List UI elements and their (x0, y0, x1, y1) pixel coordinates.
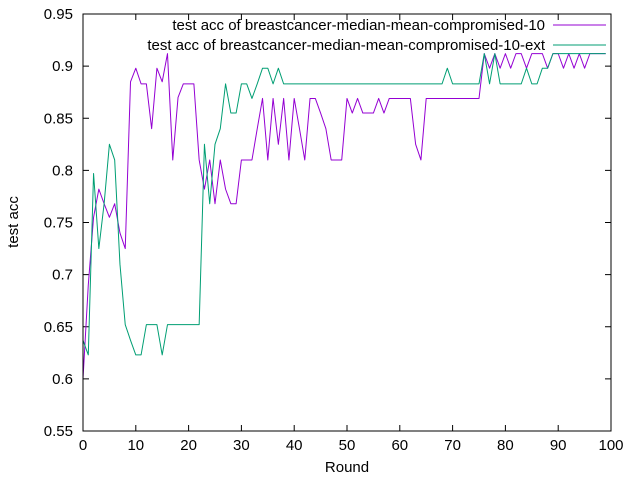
legend-label-1: test acc of breastcancer-median-mean-com… (172, 17, 545, 34)
x-tick-label: 50 (339, 437, 356, 454)
x-tick-label: 0 (79, 437, 87, 454)
x-tick-label: 40 (286, 437, 303, 454)
x-tick-label: 70 (444, 437, 461, 454)
x-tick-label: 10 (127, 437, 144, 454)
series-layer (82, 53, 606, 379)
y-tick-label: 0.75 (44, 215, 73, 232)
x-axis-label: Round (325, 459, 369, 476)
x-tick-label: 80 (497, 437, 514, 454)
y-tick-label: 0.6 (52, 371, 73, 388)
y-tick-label: 0.65 (44, 319, 73, 336)
x-tick-label: 30 (233, 437, 250, 454)
y-tick-label: 0.8 (52, 162, 73, 179)
axis-ticks: 0 10 20 30 40 50 60 70 80 90 100 0.55 0.6 0.65 0.7 0.75… (44, 6, 624, 454)
y-axis-label: test acc (5, 196, 22, 248)
x-tick-label: 90 (550, 437, 567, 454)
y-tick-label: 0.9 (52, 58, 73, 75)
y-tick-label: 0.7 (52, 267, 73, 284)
y-tick-label: 0.55 (44, 423, 73, 440)
x-tick-label: 100 (598, 437, 623, 454)
legend-label-2: test acc of breastcancer-median-mean-com… (147, 37, 545, 54)
x-tick-label: 20 (180, 437, 197, 454)
x-tick-label: 60 (391, 437, 408, 454)
series-line-2 (82, 53, 606, 356)
series-line-1 (82, 53, 606, 379)
y-tick-label: 0.85 (44, 110, 73, 127)
plot-frame (82, 13, 612, 432)
legend: test acc of breastcancer-median-mean-com… (147, 17, 606, 54)
y-tick-label: 0.95 (44, 6, 73, 23)
